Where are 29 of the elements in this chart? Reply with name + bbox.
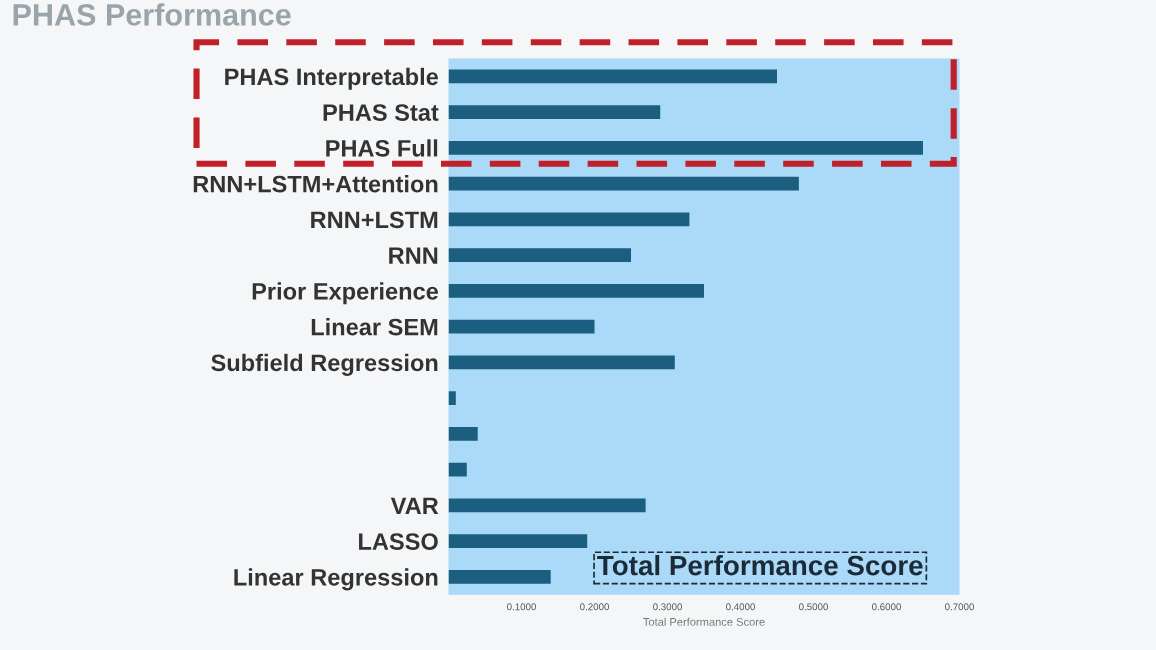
bar — [448, 176, 799, 191]
y-tick-label: Prior Experience — [252, 282, 439, 305]
y-tick-label: Linear SEM — [311, 318, 438, 336]
y-tick-label: PHAS Stat — [323, 104, 439, 121]
bar — [448, 284, 704, 298]
y-tick-label: RNN+LSTM+Attention — [193, 175, 438, 193]
bar — [448, 427, 478, 441]
y-tick-label: RNN — [389, 247, 438, 264]
bar — [448, 355, 675, 370]
annotation: Total Performance Score — [597, 554, 923, 576]
bar — [448, 141, 923, 155]
bar — [448, 319, 595, 334]
y-tick-label: LASSO — [359, 533, 438, 550]
bar — [448, 248, 632, 262]
y-tick-label: VAR — [390, 497, 439, 514]
bar — [448, 498, 646, 513]
bar — [448, 212, 690, 227]
y-tick-label: Subfield Regression — [211, 353, 438, 376]
y-tick-label: RNN+LSTM — [311, 211, 438, 229]
bar — [448, 462, 467, 477]
text: PHAS Performance — [13, 3, 291, 26]
y-tick-label: PHAS Full — [326, 139, 438, 157]
y-tick-label: Linear Regression — [234, 568, 438, 591]
bar — [448, 534, 588, 548]
bar — [448, 105, 661, 119]
bar — [448, 69, 777, 84]
bar — [448, 570, 551, 584]
y-tick-label: PHAS Interpretable — [225, 67, 439, 90]
bar — [448, 391, 456, 405]
